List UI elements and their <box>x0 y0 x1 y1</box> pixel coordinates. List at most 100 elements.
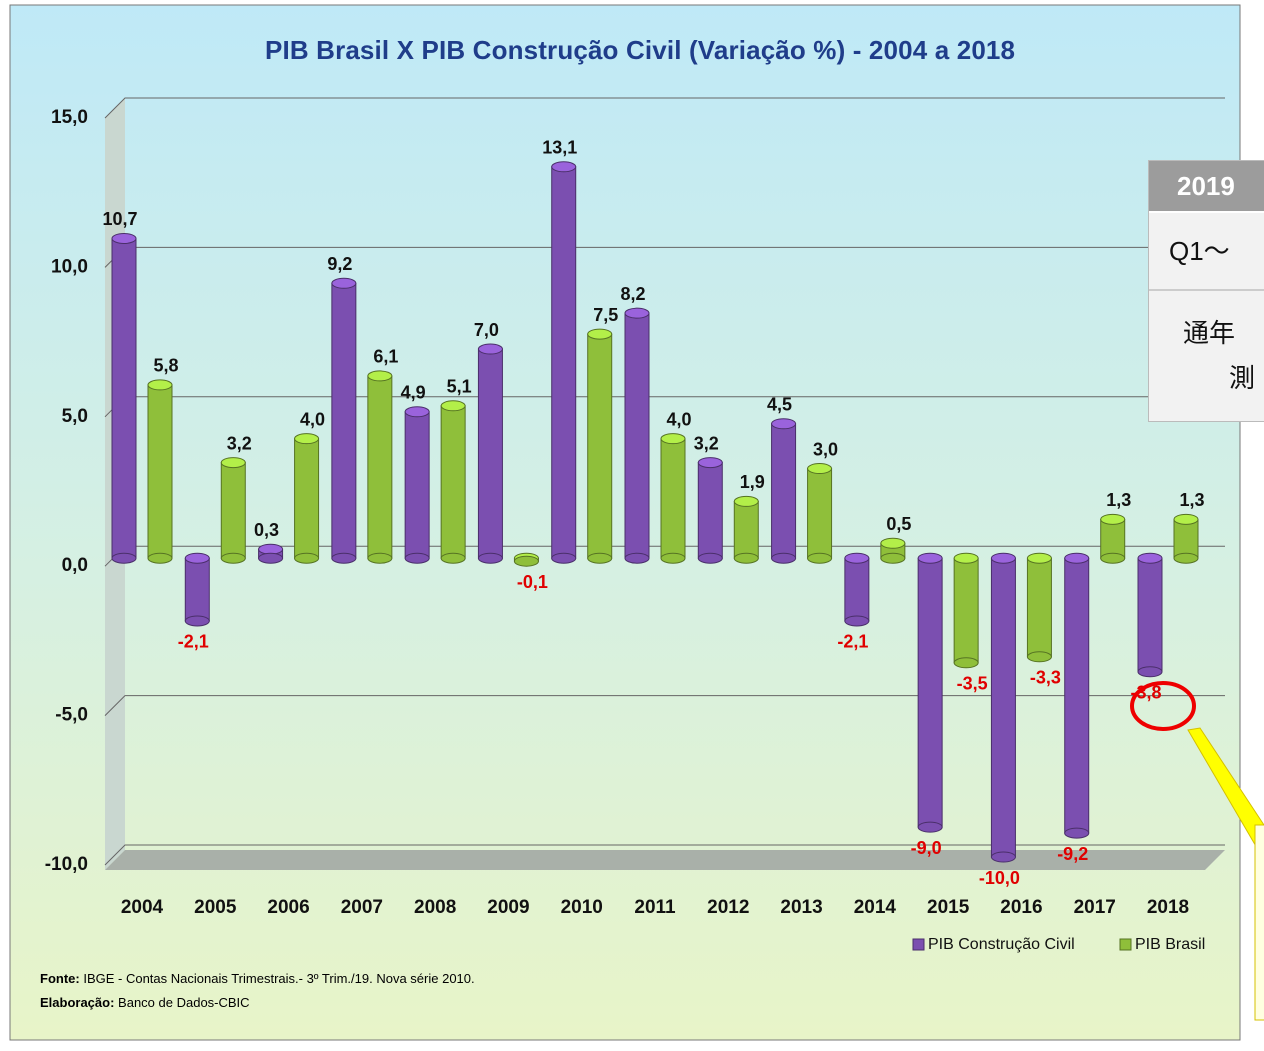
bar-base <box>953 657 979 669</box>
bar-base <box>587 552 613 564</box>
bar <box>844 557 870 622</box>
bar <box>587 333 613 559</box>
value-label: 8,2 <box>620 284 645 304</box>
bar <box>477 348 503 559</box>
bar-base <box>1064 827 1090 839</box>
bar-base <box>660 552 686 564</box>
plot: -10,0 -5,0 0,0 5,0 10,0 15,0 2004 10,7 5,8 2005 -2… <box>45 97 1225 953</box>
bar-base <box>513 555 539 567</box>
bar <box>147 384 173 559</box>
value-label: -3,3 <box>1030 668 1061 688</box>
bar <box>953 557 979 664</box>
bar-cap <box>1026 552 1052 564</box>
x-tick-label: 2018 <box>1147 897 1189 918</box>
overlay-row: 通年 <box>1183 318 1236 348</box>
bar-base <box>440 552 466 564</box>
bar-base <box>184 615 210 627</box>
x-tick-label: 2013 <box>780 897 822 918</box>
legend-label: PIB Brasil <box>1135 936 1205 953</box>
callout-pointer <box>1187 727 1264 861</box>
bar-cap <box>953 552 979 564</box>
x-tick-label: 2012 <box>707 897 749 918</box>
x-tick-label: 2009 <box>487 897 529 918</box>
overlay-row: Q1～ <box>1149 211 1264 291</box>
bar-cap <box>440 400 466 412</box>
bar <box>697 462 723 559</box>
bar-cap <box>220 457 246 469</box>
credit-label: Elaboração: <box>40 995 114 1010</box>
x-tick-label: 2014 <box>854 897 897 918</box>
bar-base <box>880 552 906 564</box>
bar-base <box>367 552 393 564</box>
bar-base <box>733 552 759 564</box>
y-tick-label: -5,0 <box>55 705 88 726</box>
bar-cap <box>294 433 320 445</box>
value-label: -2,1 <box>178 632 209 652</box>
bar-base <box>1026 651 1052 663</box>
chart-title: PIB Brasil X PIB Construção Civil (Varia… <box>265 35 1015 65</box>
overlay-header: 2019 <box>1149 161 1264 211</box>
x-tick-label: 2007 <box>341 897 383 918</box>
bar-cap <box>331 277 357 289</box>
value-label: 7,0 <box>474 320 499 340</box>
callout-box <box>1254 824 1264 1021</box>
bar-cap <box>660 433 686 445</box>
value-label: 5,1 <box>447 377 472 397</box>
value-label: 13,1 <box>542 138 577 158</box>
value-label: -10,0 <box>979 868 1020 888</box>
bar-base <box>111 552 137 564</box>
bar-cap <box>624 307 650 319</box>
bar-cap <box>147 379 173 391</box>
bar-cap <box>990 552 1016 564</box>
bar-cap <box>404 406 430 418</box>
bar <box>1173 518 1199 559</box>
bar-base <box>697 552 723 564</box>
bar <box>551 166 577 559</box>
bar-cap <box>367 370 393 382</box>
bar-cap <box>1173 513 1199 525</box>
bar <box>331 282 357 559</box>
x-tick-label: 2004 <box>121 897 164 918</box>
value-label: 3,0 <box>813 439 838 459</box>
value-label: -3,8 <box>1130 682 1161 702</box>
bar-cap <box>111 232 137 244</box>
bar-base <box>771 552 797 564</box>
bar-base <box>331 552 357 564</box>
x-tick-label: 2005 <box>194 897 237 918</box>
bar-base <box>477 552 503 564</box>
bar-base <box>624 552 650 564</box>
value-label: 4,9 <box>401 383 426 403</box>
bar <box>624 312 650 559</box>
bar-cap <box>844 552 870 564</box>
grid-line <box>104 97 1225 119</box>
bar <box>404 411 430 559</box>
value-label: 5,8 <box>153 356 178 376</box>
bar-cap <box>587 328 613 340</box>
legend-swatch <box>1119 938 1132 951</box>
bar-base <box>990 851 1016 863</box>
bar-cap <box>880 537 906 549</box>
y-tick-label: 0,0 <box>62 555 88 576</box>
source-text: IBGE - Contas Nacionais Trimestrais.- 3º… <box>83 971 474 986</box>
floor <box>105 850 1225 870</box>
value-label: 1,3 <box>1179 490 1204 510</box>
bar-cap <box>917 552 943 564</box>
value-label: -9,0 <box>911 838 942 858</box>
x-tick-label: 2008 <box>414 897 456 918</box>
value-label: 7,5 <box>593 305 618 325</box>
value-label: -2,1 <box>837 632 868 652</box>
bar-cap <box>771 418 797 430</box>
bar-cap <box>807 463 833 475</box>
highlight-circle <box>1130 681 1196 731</box>
source: Fonte: IBGE - Contas Nacionais Trimestra… <box>40 971 475 986</box>
value-label: 4,0 <box>300 409 325 429</box>
value-label: 4,5 <box>767 394 792 414</box>
bar <box>807 468 833 559</box>
legend-swatch <box>912 938 925 951</box>
bar-cap <box>477 343 503 355</box>
x-tick-label: 2015 <box>927 897 970 918</box>
bar <box>294 438 320 559</box>
x-tick-label: 2016 <box>1000 897 1042 918</box>
x-tick-label: 2011 <box>634 897 676 918</box>
